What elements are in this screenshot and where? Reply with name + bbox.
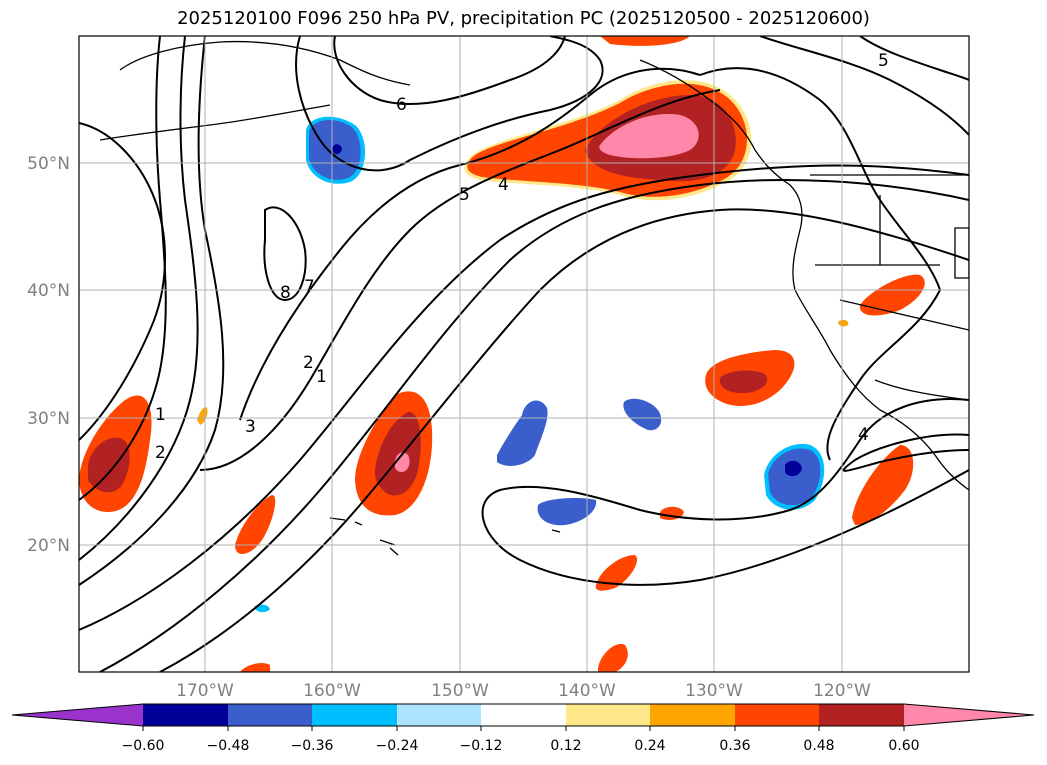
precip-blob-california [838,274,925,327]
state-border-4 [954,227,969,279]
contour-label-6: 6 [396,95,407,115]
lat-label-20n: 20°N [27,536,70,556]
lon-label-150w: 150°W [431,681,489,701]
lon-label-120w: 120°W [813,681,871,701]
colorbar-bin-7 [650,704,735,726]
contour-line [79,36,225,586]
contour-line [79,164,969,631]
graticule [79,36,969,672]
lat-label-30n: 30°N [27,409,70,429]
lon-label-160w: 160°W [303,681,361,701]
colorbar-tick-label: 0.12 [550,738,581,754]
contour-label-7: 7 [304,277,315,297]
hawaii-islands [329,517,399,556]
colorbar-bin-9 [819,704,904,726]
contour-label-3: 3 [245,417,256,437]
contour-line [699,67,941,291]
neg-blob-aleutian [306,116,366,184]
lon-label-140w: 140°W [558,681,616,701]
colorbar-tick-label: 0.60 [888,738,919,754]
contour-label-5b: 5 [878,51,889,71]
colorbar-extend-low [12,704,143,726]
contour-line [481,398,969,586]
latitude-labels: 50°N 40°N 30°N 20°N [27,154,70,556]
colorbar-bin-1 [143,704,228,726]
lon-label-130w: 130°W [685,681,743,701]
contour-label-5: 5 [459,185,470,205]
lon-label-170w: 170°W [176,681,234,701]
colorbar-bin-5 [481,704,566,726]
contour-line [263,206,307,302]
colorbar-bin-8 [735,704,819,726]
colorbar: −0.60 −0.48 −0.36 −0.24 −0.12 0.12 0.24 … [11,703,1035,754]
colorbar-tick-label: 0.24 [634,738,665,754]
contour-line [826,289,941,461]
small-island [551,529,561,533]
neg-blob-3 [623,398,662,431]
state-border-3 [839,299,969,331]
neg-blob-1 [497,400,548,466]
colorbar-bin-2 [228,704,312,726]
contour-line [79,36,167,501]
contour-labels: 6 5 4 8 7 2 1 3 1 2 4 5 [155,51,889,463]
colorbar-ticks [142,726,905,731]
alaska-coast [119,40,411,86]
contour-label-2a: 2 [303,353,314,373]
colorbar-extend-high [904,704,1034,726]
neg-blob-east-pacific [764,444,825,510]
contour-label-1a: 1 [316,367,327,387]
precip-blob-pacific-northwest [464,36,752,201]
lat-label-40n: 40°N [27,281,70,301]
plot-area [79,36,969,672]
colorbar-tick-label: −0.24 [376,738,419,754]
precip-negative-anomalies [254,116,825,613]
precip-blob-mexico [852,445,914,525]
colorbar-tick-label: −0.12 [460,738,503,754]
contour-line [842,433,969,472]
precip-positive-anomalies [79,36,925,672]
contour-line [333,36,566,106]
plot-frame [78,35,970,673]
precip-blob-west [79,395,152,513]
contour-label-4b: 4 [858,425,869,445]
map-title: 2025120100 F096 250 hPa PV, precipitatio… [177,8,870,29]
colorbar-tick-label: 0.36 [719,738,750,754]
lat-label-50n: 50°N [27,154,70,174]
contour-line [79,36,199,561]
colorbar-tick-label: 0.48 [803,738,834,754]
colorbar-tick-label: −0.60 [122,738,165,754]
neg-blob-2 [537,497,597,526]
precip-blob-subtropical [705,350,795,406]
precip-blob-small-1 [235,495,276,555]
contour-label-8: 8 [280,283,291,303]
colorbar-bin-6 [566,704,650,726]
contour-label-2b: 2 [155,443,166,463]
contour-line [859,36,969,81]
contour-line [759,36,969,136]
coastlines [99,40,969,556]
longitude-labels: 170°W 160°W 150°W 140°W 130°W 120°W [176,681,871,701]
contour-label-4: 4 [498,175,509,195]
pv-contours [79,36,969,672]
west-coast-north-america [639,59,969,491]
aleutian-islands [99,104,331,141]
colorbar-bin-3 [312,704,397,726]
contour-line [295,36,604,172]
colorbar-tick-label: −0.36 [291,738,334,754]
contour-label-1b: 1 [155,405,166,425]
contour-line [239,67,701,421]
precip-blob-south [240,506,684,672]
us-mexico-border [874,379,969,401]
colorbar-tick-label: −0.48 [207,738,250,754]
colorbar-bin-4 [397,704,481,726]
